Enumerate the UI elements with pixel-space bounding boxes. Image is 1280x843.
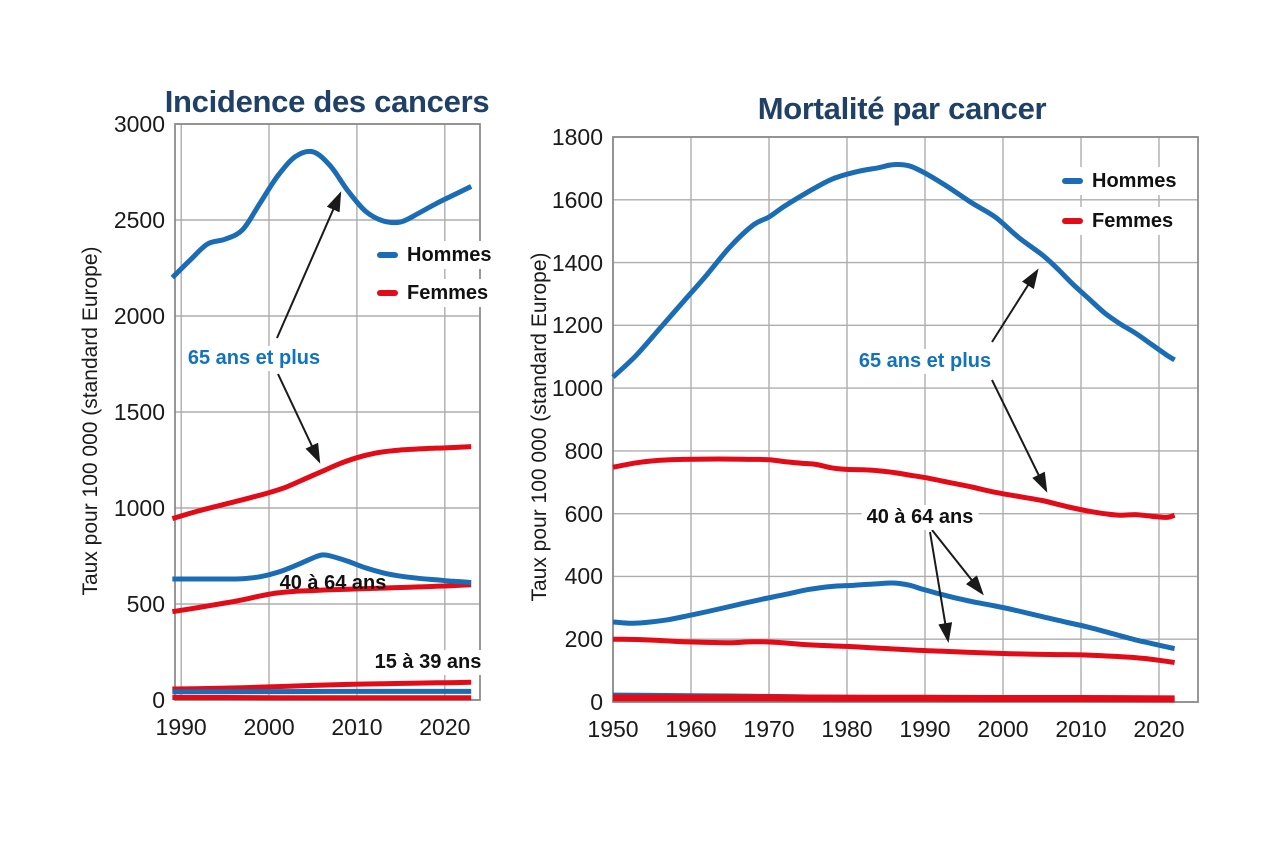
left-legend-hommes: Hommes (372, 241, 497, 269)
mortalite-y-tick-600: 600 (564, 500, 603, 527)
mortalite-series-2 (612, 636, 1175, 665)
mortalite-x-tick-1950: 1950 (587, 716, 639, 742)
incidence-y-tick-1000: 1000 (113, 495, 165, 521)
mortalite-x-tick-2020: 2020 (1133, 716, 1185, 742)
mortalite-plot-frame (612, 136, 1199, 703)
right-legend-hommes: Hommes (1057, 167, 1182, 195)
right-annotation-40-64: 40 à 64 ans (861, 505, 979, 530)
incidence-series-3 (172, 552, 472, 585)
hommes-line-swatch (1062, 178, 1083, 184)
annotation-arrow-1 (277, 373, 321, 464)
incidence-x-tick-2010: 2010 (331, 714, 383, 740)
incidence-series-0 (170, 148, 473, 280)
femmes-line-swatch (1062, 218, 1083, 224)
annotation-arrow-3 (991, 379, 1048, 493)
incidence-y-tick-500: 500 (126, 591, 165, 617)
incidence-y-tick-0: 0 (152, 687, 165, 713)
right-y-axis-title: Taux pour 100 000 (standard Europe) (528, 252, 551, 602)
mortalite-series-0 (611, 161, 1176, 379)
left-annotation-65-plus: 65 ans et plus (182, 346, 326, 371)
annotation-arrow-0 (276, 191, 342, 339)
mortalite-series-3 (612, 580, 1176, 652)
right-legend-hommes-label: Hommes (1092, 170, 1177, 192)
left-chart-title: Incidence des cancers (164, 84, 490, 119)
annotation-arrow-4 (931, 529, 984, 596)
incidence-y-tick-1500: 1500 (113, 399, 165, 425)
incidence-series-1 (171, 444, 472, 521)
mortalite-series-1 (612, 456, 1176, 520)
incidence-series-5 (172, 688, 472, 695)
left-annotation-40-64: 40 à 64 ans (279, 572, 387, 594)
right-chart-title: Mortalité par cancer (757, 91, 1047, 126)
left-legend-femmes: Femmes (372, 279, 494, 307)
incidence-series-4 (172, 679, 472, 692)
mortalite-x-tick-1970: 1970 (743, 716, 795, 742)
incidence-x-tick-1990: 1990 (155, 714, 207, 740)
data-series-layer (170, 148, 1176, 703)
mortalite-y-tick-1800: 1800 (551, 124, 603, 150)
right-legend-femmes-label: Femmes (1092, 210, 1174, 232)
hommes-line-swatch (377, 252, 398, 258)
incidence-series-2 (171, 582, 472, 615)
mortalite-x-tick-2000: 2000 (977, 716, 1029, 742)
incidence-y-tick-2000: 2000 (113, 303, 165, 329)
right-annotation-65-plus: 65 ans et plus (853, 349, 997, 374)
mortalite-y-tick-0: 0 (590, 689, 603, 715)
left-legend-femmes-label: Femmes (407, 282, 489, 304)
annotation-arrows-layer (276, 191, 1048, 643)
mortalite-x-tick-1960: 1960 (665, 716, 717, 742)
left-legend-hommes-label: Hommes (407, 244, 492, 266)
right-legend-femmes: Femmes (1057, 207, 1179, 235)
incidence-x-tick-2020: 2020 (419, 714, 471, 740)
left-annotation-15-39: 15 à 39 ans (369, 650, 487, 675)
incidence-x-tick-2000: 2000 (243, 714, 295, 740)
incidence-y-tick-3000: 3000 (113, 111, 165, 137)
mortalite-y-tick-1200: 1200 (551, 312, 603, 339)
femmes-line-swatch (377, 290, 398, 296)
mortalite-x-tick-2010: 2010 (1055, 716, 1107, 742)
mortalite-series-5 (612, 694, 1175, 703)
mortalite-y-tick-1400: 1400 (551, 249, 603, 276)
mortalite-y-tick-200: 200 (564, 626, 603, 653)
mortalite-y-tick-400: 400 (564, 563, 603, 590)
mortalite-y-tick-800: 800 (564, 437, 603, 464)
incidence-y-tick-2500: 2500 (113, 207, 165, 233)
mortalite-y-tick-1600: 1600 (551, 186, 603, 213)
mortalite-x-tick-1990: 1990 (899, 716, 951, 742)
mortalite-y-tick-1000: 1000 (551, 375, 603, 402)
mortalite-x-tick-1980: 1980 (821, 716, 873, 742)
annotation-arrow-2 (991, 268, 1039, 343)
annotation-arrow-5 (929, 531, 953, 643)
